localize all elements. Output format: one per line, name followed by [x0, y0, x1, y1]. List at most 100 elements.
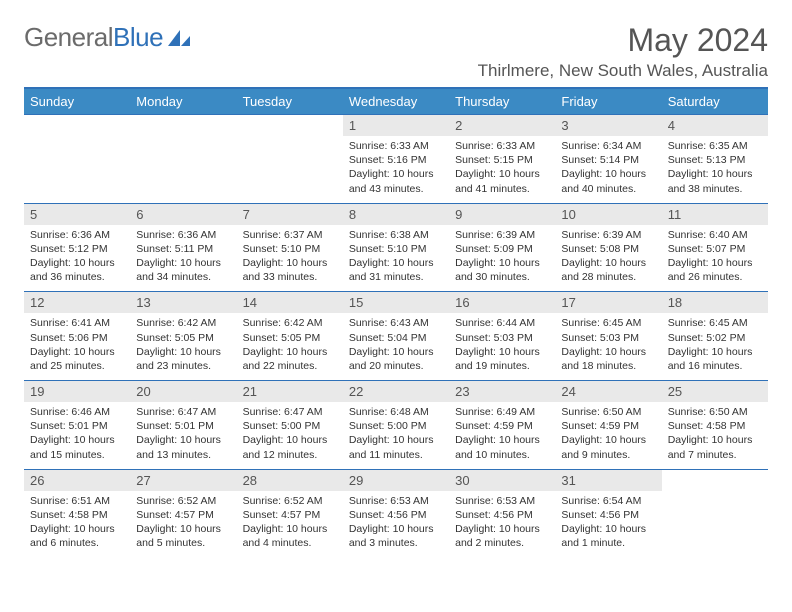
day-number: 23 — [449, 381, 555, 402]
daylight-line: Daylight: 10 hours and 38 minutes. — [668, 167, 762, 195]
calendar-cell: 18Sunrise: 6:45 AMSunset: 5:02 PMDayligh… — [662, 292, 768, 381]
daylight-line: Daylight: 10 hours and 16 minutes. — [668, 345, 762, 373]
day-number: 22 — [343, 381, 449, 402]
sunrise-line: Sunrise: 6:39 AM — [455, 228, 549, 242]
calendar-week-row: 12Sunrise: 6:41 AMSunset: 5:06 PMDayligh… — [24, 292, 768, 381]
day-number: 31 — [555, 470, 661, 491]
day-number: 17 — [555, 292, 661, 313]
daylight-line: Daylight: 10 hours and 40 minutes. — [561, 167, 655, 195]
day-body: Sunrise: 6:42 AMSunset: 5:05 PMDaylight:… — [130, 313, 236, 380]
day-number: 16 — [449, 292, 555, 313]
sunset-line: Sunset: 4:58 PM — [30, 508, 124, 522]
calendar-cell: 6 Sunrise: 6:36 AMSunset: 5:11 PMDaylight… — [130, 203, 236, 292]
daylight-line: Daylight: 10 hours and 20 minutes. — [349, 345, 443, 373]
brand-sail-icon — [166, 28, 192, 48]
daylight-line: Daylight: 10 hours and 3 minutes. — [349, 522, 443, 550]
sunrise-line: Sunrise: 6:40 AM — [668, 228, 762, 242]
daylight-line: Daylight: 10 hours and 30 minutes. — [455, 256, 549, 284]
calendar-cell: 5Sunrise: 6:36 AMSunset: 5:12 PMDaylight… — [24, 203, 130, 292]
day-number: 20 — [130, 381, 236, 402]
sunrise-line: Sunrise: 6:45 AM — [668, 316, 762, 330]
day-body: Sunrise: 6:33 AMSunset: 5:15 PMDaylight:… — [449, 136, 555, 203]
calendar-cell: 2Sunrise: 6:33 AMSunset: 5:15 PMDaylight… — [449, 115, 555, 204]
sunrise-line: Sunrise: 6:33 AM — [455, 139, 549, 153]
daylight-line: Daylight: 10 hours and 34 minutes. — [136, 256, 230, 284]
calendar-cell: 9Sunrise: 6:39 AMSunset: 5:09 PMDaylight… — [449, 203, 555, 292]
calendar-week-row: 1 Sunrise: 6:33 AM Sunset: 5:16 PM Daylight… — [24, 115, 768, 204]
empty-day — [237, 115, 343, 136]
daylight-line: Daylight: 10 hours and 26 minutes. — [668, 256, 762, 284]
day-body: Sunrise: 6:36 AMSunset: 5:12 PMDaylight:… — [24, 225, 130, 292]
sunrise-line: Sunrise: 6:36 AM — [136, 228, 230, 242]
weekday-header: Saturday — [662, 89, 768, 115]
sunset-line: Sunset: 5:08 PM — [561, 242, 655, 256]
weekday-header: Sunday — [24, 89, 130, 115]
weekday-header: Thursday — [449, 89, 555, 115]
calendar-cell: 10Sunrise: 6:39 AMSunset: 5:08 PMDayligh… — [555, 203, 661, 292]
day-body: Sunrise: 6:50 AMSunset: 4:58 PMDaylight:… — [662, 402, 768, 469]
sunrise-line: Sunrise: 6:47 AM — [136, 405, 230, 419]
sunrise-line: Sunrise: 6:51 AM — [30, 494, 124, 508]
day-number: 11 — [662, 204, 768, 225]
day-number: 4 — [662, 115, 768, 136]
sunrise-line: Sunrise: 6:50 AM — [668, 405, 762, 419]
daylight-line: Daylight: 10 hours and 9 minutes. — [561, 433, 655, 461]
day-body: Sunrise: 6:52 AMSunset: 4:57 PMDaylight:… — [130, 491, 236, 558]
sunrise-line: Sunrise: 6:38 AM — [349, 228, 443, 242]
day-number: 29 — [343, 470, 449, 491]
daylight-line: Daylight: 10 hours and 5 minutes. — [136, 522, 230, 550]
day-number: 1 — [343, 115, 449, 136]
day-body: Sunrise: 6:43 AMSunset: 5:04 PMDaylight:… — [343, 313, 449, 380]
sunset-line: Sunset: 4:57 PM — [243, 508, 337, 522]
calendar-cell — [662, 469, 768, 557]
calendar-cell: 24Sunrise: 6:50 AMSunset: 4:59 PMDayligh… — [555, 381, 661, 470]
day-body: Sunrise: 6:46 AMSunset: 5:01 PMDaylight:… — [24, 402, 130, 469]
sunset-line: Sunset: 5:10 PM — [243, 242, 337, 256]
day-body: Sunrise: 6:37 AMSunset: 5:10 PMDaylight:… — [237, 225, 343, 292]
calendar-cell: 19Sunrise: 6:46 AMSunset: 5:01 PMDayligh… — [24, 381, 130, 470]
day-body: Sunrise: 6:39 AMSunset: 5:08 PMDaylight:… — [555, 225, 661, 292]
sunrise-line: Sunrise: 6:49 AM — [455, 405, 549, 419]
day-body: Sunrise: 6:34 AMSunset: 5:14 PMDaylight:… — [555, 136, 661, 203]
calendar-cell: 17Sunrise: 6:45 AMSunset: 5:03 PMDayligh… — [555, 292, 661, 381]
sunset-line: Sunset: 5:00 PM — [349, 419, 443, 433]
day-body: Sunrise: 6:47 AMSunset: 5:01 PMDaylight:… — [130, 402, 236, 469]
sunset-line: Sunset: 5:11 PM — [136, 242, 230, 256]
daylight-line: Daylight: 10 hours and 23 minutes. — [136, 345, 230, 373]
day-body: Sunrise: 6:42 AMSunset: 5:05 PMDaylight:… — [237, 313, 343, 380]
day-body: Sunrise: 6:51 AMSunset: 4:58 PMDaylight:… — [24, 491, 130, 558]
calendar-cell — [130, 115, 236, 204]
sunset-line: Sunset: 5:03 PM — [455, 331, 549, 345]
calendar-cell: 26Sunrise: 6:51 AMSunset: 4:58 PMDayligh… — [24, 469, 130, 557]
empty-day — [662, 470, 768, 491]
sunrise-line: Sunrise: 6:52 AM — [136, 494, 230, 508]
sunset-line: Sunset: 5:16 PM — [349, 153, 443, 167]
calendar-week-row: 26Sunrise: 6:51 AMSunset: 4:58 PMDayligh… — [24, 469, 768, 557]
calendar-cell: 30Sunrise: 6:53 AMSunset: 4:56 PMDayligh… — [449, 469, 555, 557]
sunrise-line: Sunrise: 6:42 AM — [136, 316, 230, 330]
sunset-line: Sunset: 5:09 PM — [455, 242, 549, 256]
sunset-line: Sunset: 5:01 PM — [136, 419, 230, 433]
day-body: Sunrise: 6:44 AMSunset: 5:03 PMDaylight:… — [449, 313, 555, 380]
day-number: 15 — [343, 292, 449, 313]
sunrise-line: Sunrise: 6:41 AM — [30, 316, 124, 330]
day-body: Sunrise: 6:54 AMSunset: 4:56 PMDaylight:… — [555, 491, 661, 558]
calendar-cell: 1Sunrise: 6:33 AMSunset: 5:16 PMDaylight… — [343, 115, 449, 204]
sunset-line: Sunset: 5:01 PM — [30, 419, 124, 433]
day-body: Sunrise: 6:41 AMSunset: 5:06 PMDaylight:… — [24, 313, 130, 380]
sunset-line: Sunset: 4:57 PM — [136, 508, 230, 522]
sunset-line: Sunset: 4:58 PM — [668, 419, 762, 433]
sunrise-line: Sunrise: 6:47 AM — [243, 405, 337, 419]
daylight-line: Daylight: 10 hours and 41 minutes. — [455, 167, 549, 195]
day-number: 6 — [130, 204, 236, 225]
daylight-line: Daylight: 10 hours and 11 minutes. — [349, 433, 443, 461]
sunrise-line: Sunrise: 6:42 AM — [243, 316, 337, 330]
empty-day-body — [662, 491, 768, 547]
daylight-line: Daylight: 10 hours and 28 minutes. — [561, 256, 655, 284]
sunset-line: Sunset: 4:59 PM — [455, 419, 549, 433]
calendar-cell: 13Sunrise: 6:42 AMSunset: 5:05 PMDayligh… — [130, 292, 236, 381]
day-number: 26 — [24, 470, 130, 491]
day-number: 12 — [24, 292, 130, 313]
brand-logo: GeneralBlue — [24, 22, 192, 53]
header: GeneralBlue May 2024 Thirlmere, New Sout… — [24, 22, 768, 81]
